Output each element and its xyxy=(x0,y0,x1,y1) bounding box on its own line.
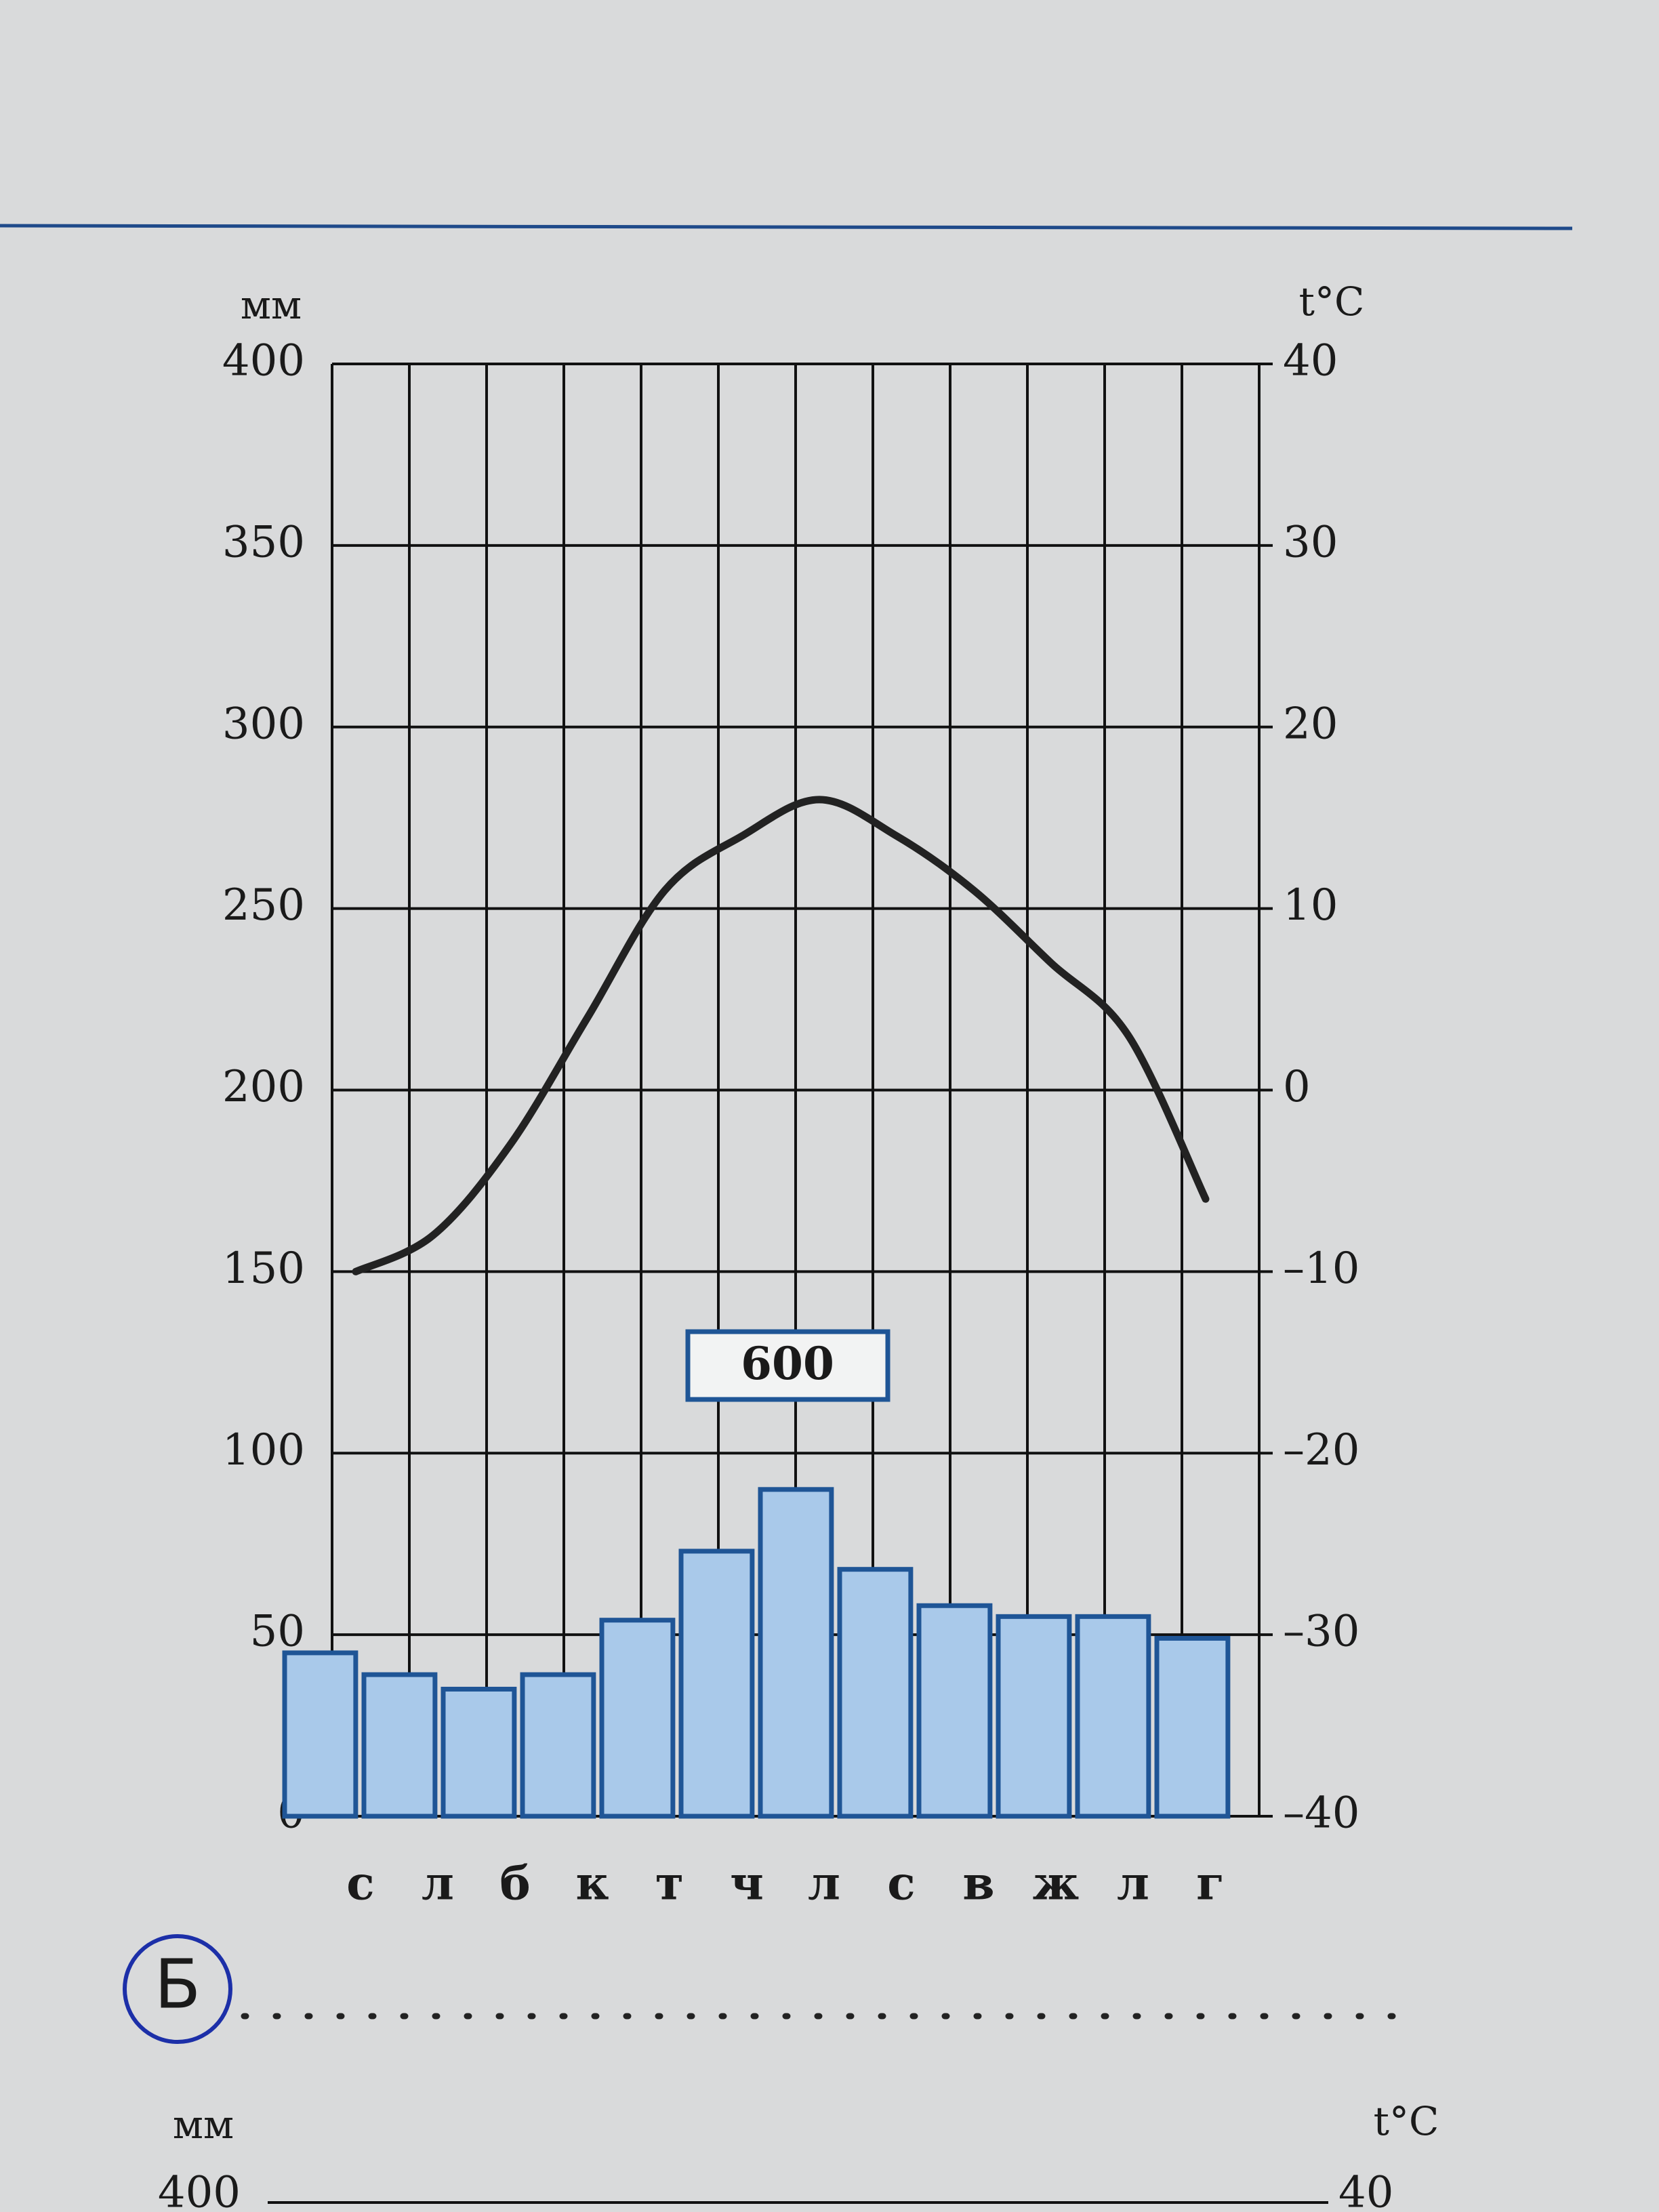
x-tick-label: л xyxy=(422,1857,454,1911)
y2-axis-label: t°C xyxy=(1299,279,1365,325)
bar xyxy=(282,1650,359,1819)
annotation-box xyxy=(685,1329,890,1402)
section-label: Б xyxy=(155,1944,201,2024)
header-rule xyxy=(0,224,1573,230)
y-tick-label: 300 xyxy=(222,699,305,749)
y2-tick-label: 40 xyxy=(1283,336,1338,386)
y2-tick-label: –20 xyxy=(1283,1425,1359,1475)
x-tick-label: л xyxy=(1117,1857,1149,1911)
x-tick-label: ж xyxy=(1033,1857,1080,1911)
bar xyxy=(837,1567,914,1819)
ink-circle xyxy=(123,1934,232,2044)
bar xyxy=(441,1686,517,1819)
x-tick-label: ч xyxy=(730,1857,764,1911)
next-y2-label: t°C xyxy=(1374,2098,1439,2144)
next-y-label: мм xyxy=(173,2102,234,2148)
x-tick-label: т xyxy=(655,1857,684,1911)
temperature-line xyxy=(352,796,1210,1275)
y2-tick-label: 20 xyxy=(1283,699,1338,749)
bar xyxy=(678,1549,755,1819)
y-tick-label: 250 xyxy=(222,880,305,930)
y2-tick-label: 0 xyxy=(1283,1062,1311,1112)
y2-tick-label: –30 xyxy=(1283,1607,1359,1657)
bar xyxy=(599,1618,676,1819)
x-tick-label: л xyxy=(808,1857,840,1911)
y2-tick-label: –10 xyxy=(1283,1244,1359,1294)
y-tick-label: 50 xyxy=(250,1607,305,1657)
y-axis-label: мм xyxy=(241,282,302,328)
annotation: 600 xyxy=(741,1337,834,1390)
y2-tick-label: 10 xyxy=(1283,880,1338,930)
y2-tick-label: –40 xyxy=(1283,1788,1359,1839)
x-tick-label: с xyxy=(346,1857,374,1911)
bar xyxy=(758,1487,834,1819)
y-tick-label: 150 xyxy=(222,1244,305,1294)
y-tick-label: 200 xyxy=(222,1062,305,1112)
y-tick-label: 100 xyxy=(222,1425,305,1475)
bar xyxy=(361,1672,438,1819)
x-tick-label: в xyxy=(962,1857,994,1911)
next-y2-top: 40 xyxy=(1338,2168,1393,2212)
x-tick-label: с xyxy=(887,1857,915,1911)
x-tick-label: к xyxy=(575,1857,609,1911)
bar xyxy=(1154,1635,1231,1819)
y-tick-label: 350 xyxy=(222,517,305,567)
x-tick-label: б xyxy=(499,1857,530,1911)
bar xyxy=(1075,1614,1151,1819)
y-tick-label: 400 xyxy=(222,336,305,386)
next-y-top: 400 xyxy=(158,2168,241,2212)
bar xyxy=(520,1672,596,1819)
x-tick-label: г xyxy=(1196,1857,1225,1911)
bar xyxy=(996,1614,1072,1819)
bar xyxy=(916,1603,993,1819)
y2-tick-label: 30 xyxy=(1283,517,1338,567)
